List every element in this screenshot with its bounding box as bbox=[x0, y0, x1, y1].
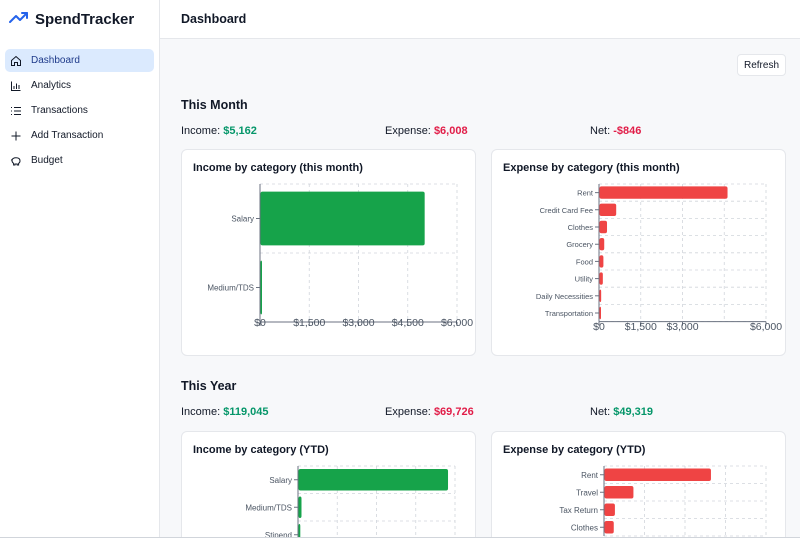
bar-chart-icon bbox=[11, 81, 21, 91]
chart-card-income-month: Salary Medium/TDS $0 $1,500 $3,000 $4,500 $6,0… bbox=[181, 149, 476, 356]
sidebar-item-label: Add Transaction bbox=[31, 130, 104, 141]
section-title-month: This Month bbox=[181, 98, 248, 112]
stat-value: $6,008 bbox=[433, 125, 468, 137]
month-income-stat: Income: $5,162 bbox=[181, 125, 257, 137]
chart-card-income-ytd: Salary Medium/TDS Stipend Income by catego… bbox=[181, 431, 476, 538]
bar-rent bbox=[604, 468, 711, 482]
expense-ytd-chart: Rent Travel Tax Return Clothes bbox=[559, 465, 767, 537]
bar-utility bbox=[599, 272, 603, 285]
stat-label: Income: bbox=[181, 125, 221, 137]
chart-title: Expense by category (YTD) bbox=[503, 444, 646, 456]
y-tick-label: Food bbox=[576, 257, 593, 266]
chart-title: Income by category (this month) bbox=[193, 162, 363, 174]
y-tick-label: Salary bbox=[269, 476, 292, 485]
year-net-stat: Net: $49,319 bbox=[590, 406, 653, 418]
stat-value: $119,045 bbox=[223, 406, 269, 418]
chart-card-expense-ytd: Rent Travel Tax Return Clothes Expense by c… bbox=[491, 431, 786, 538]
x-tick-label: $6,000 bbox=[441, 317, 473, 329]
chart-title: Income by category (YTD) bbox=[193, 444, 329, 456]
y-tick-label: Stipend bbox=[265, 531, 292, 538]
sidebar-item-analytics[interactable]: Analytics bbox=[5, 74, 154, 97]
bar-transportation bbox=[599, 306, 601, 320]
x-tick-label: $3,000 bbox=[342, 317, 374, 329]
y-tick-label: Daily Necessities bbox=[536, 292, 593, 301]
chart-card-expense-month: Rent Credit Card Fee Clothes Grocery Food Uti… bbox=[491, 149, 786, 356]
bar-medium-tds bbox=[260, 260, 262, 315]
stat-label: Expense: bbox=[385, 406, 431, 418]
main-content: Refresh This Month Income: $5,162 Expens… bbox=[160, 39, 800, 538]
x-tick-label: $1,500 bbox=[293, 317, 325, 329]
month-expense-stat: Expense: $6,008 bbox=[385, 125, 468, 137]
year-expense-stat: Expense: $69,726 bbox=[385, 406, 474, 418]
stat-value: $5,162 bbox=[223, 125, 257, 137]
piggy-bank-icon bbox=[10, 156, 21, 165]
sidebar-item-label: Transactions bbox=[31, 105, 88, 116]
y-tick-label: Clothes bbox=[571, 523, 598, 532]
y-tick-label: Utility bbox=[575, 275, 594, 284]
bar-clothes bbox=[604, 520, 614, 534]
topbar: Dashboard bbox=[160, 0, 800, 39]
bar-daily-necessities bbox=[599, 289, 602, 302]
chart-title: Expense by category (this month) bbox=[503, 162, 680, 174]
bar-credit-card-fee bbox=[599, 203, 617, 216]
bar-grocery bbox=[599, 238, 605, 251]
stat-label: Net: bbox=[590, 125, 611, 137]
bar-clothes bbox=[599, 220, 608, 234]
sidebar-item-label: Budget bbox=[31, 155, 63, 166]
sidebar-item-label: Analytics bbox=[31, 80, 72, 91]
sidebar-item-transactions[interactable]: Transactions bbox=[5, 99, 154, 122]
y-tick-label: Travel bbox=[576, 488, 598, 497]
stat-label: Income: bbox=[181, 406, 221, 418]
stat-label: Net: bbox=[590, 406, 611, 418]
sidebar: SpendTracker Dashboard Analytics Transac… bbox=[0, 0, 160, 538]
month-net-stat: Net: -$846 bbox=[590, 125, 641, 137]
bar-salary bbox=[260, 191, 425, 246]
y-tick-label: Salary bbox=[231, 215, 254, 224]
brand-name: SpendTracker bbox=[35, 10, 135, 28]
section-title-year: This Year bbox=[181, 379, 237, 393]
list-icon bbox=[11, 106, 21, 115]
y-tick-label: Rent bbox=[577, 189, 594, 198]
bar-salary bbox=[298, 469, 449, 491]
year-income-stat: Income: $119,045 bbox=[181, 406, 268, 418]
sidebar-item-add-transaction[interactable]: Add Transaction bbox=[5, 124, 154, 147]
x-tick-label: $1,500 bbox=[625, 321, 657, 333]
income-month-chart: Salary Medium/TDS $0 $1,500 $3,000 $4,500 $6,0… bbox=[207, 183, 473, 329]
home-icon bbox=[11, 55, 21, 66]
sidebar-item-budget[interactable]: Budget bbox=[5, 149, 154, 172]
expense-month-chart: Rent Credit Card Fee Clothes Grocery Food Uti… bbox=[536, 183, 782, 333]
bar-rent bbox=[599, 186, 728, 199]
brand[interactable]: SpendTracker bbox=[0, 0, 159, 38]
y-tick-label: Medium/TDS bbox=[207, 284, 254, 293]
x-tick-label: $0 bbox=[254, 317, 266, 329]
plus-icon bbox=[11, 131, 21, 140]
y-tick-label: Clothes bbox=[568, 223, 594, 232]
income-ytd-chart: Salary Medium/TDS Stipend bbox=[245, 465, 456, 538]
stat-value: $69,726 bbox=[433, 406, 474, 418]
bar-medium-tds bbox=[298, 496, 302, 518]
x-tick-label: $3,000 bbox=[666, 321, 698, 333]
sidebar-item-label: Dashboard bbox=[31, 55, 80, 66]
stat-value: $49,319 bbox=[613, 406, 654, 418]
bar-travel bbox=[604, 485, 634, 499]
bar-tax-return bbox=[604, 503, 615, 517]
bar-food bbox=[599, 255, 604, 268]
page-title: Dashboard bbox=[181, 12, 247, 26]
y-tick-label: Rent bbox=[581, 471, 599, 480]
stat-label: Expense: bbox=[385, 125, 431, 137]
trending-up-icon bbox=[9, 10, 29, 29]
refresh-button[interactable]: Refresh bbox=[737, 54, 786, 76]
y-tick-label: Grocery bbox=[566, 240, 593, 249]
y-tick-label: Transportation bbox=[545, 309, 593, 318]
y-tick-label: Tax Return bbox=[559, 506, 598, 515]
y-tick-label: Medium/TDS bbox=[245, 503, 292, 512]
x-tick-label: $0 bbox=[593, 321, 605, 333]
sidebar-nav: Dashboard Analytics Transactions Add Tra… bbox=[0, 49, 159, 172]
bar-stipend bbox=[298, 524, 301, 538]
stat-value: -$846 bbox=[613, 125, 642, 137]
y-tick-label: Credit Card Fee bbox=[540, 206, 593, 215]
x-tick-label: $6,000 bbox=[750, 321, 782, 333]
x-tick-label: $4,500 bbox=[392, 317, 424, 329]
sidebar-item-dashboard[interactable]: Dashboard bbox=[5, 49, 154, 72]
